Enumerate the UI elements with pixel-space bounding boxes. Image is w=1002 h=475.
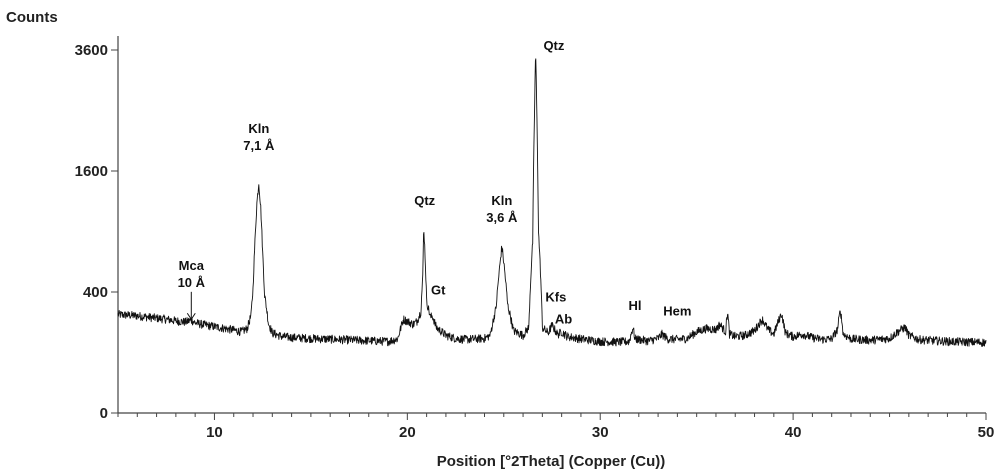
peak-label: 7,1 Å: [243, 138, 275, 153]
y-tick-label: 1600: [75, 163, 108, 180]
peak-annotation: Ab: [555, 311, 572, 326]
x-tick-label: 30: [592, 424, 609, 441]
series-line-0: [117, 58, 987, 347]
peak-label: Qtz: [543, 38, 564, 53]
annotation-layer: Mca 10 Å Kln 7,1 Å Qtz Gt Kln 3,6 Å Qtz Kfs Ab Hl He…: [178, 38, 692, 326]
peak-label: Qtz: [414, 193, 435, 208]
y-tick-label: 3600: [75, 42, 108, 59]
x-axis-label: Position [°2Theta] (Copper (Cu)): [437, 453, 665, 470]
peak-label: Ab: [555, 311, 572, 326]
arrow-head: [186, 312, 196, 321]
peak-annotation: Hem: [663, 303, 691, 318]
x-tick-label: 50: [978, 424, 995, 441]
peak-label: Hl: [628, 298, 641, 313]
peak-annotation: Qtz: [543, 38, 564, 53]
peak-label: Kln: [491, 193, 512, 208]
y-tick-label: 0: [100, 405, 108, 422]
series-layer: [117, 58, 987, 347]
y-axis-label: Counts: [6, 9, 58, 26]
ticks: 10 20 30 40 50 0 400 1600 3600: [75, 42, 995, 441]
x-tick-label: 10: [206, 424, 223, 441]
peak-annotation: Kln 7,1 Å: [243, 121, 275, 153]
axes: [117, 36, 986, 414]
peak-annotation: Hl: [628, 298, 641, 313]
peak-annotation: Gt: [431, 282, 446, 297]
x-tick-label: 20: [399, 424, 416, 441]
peak-label: Kln: [248, 121, 269, 136]
peak-annotation: Qtz: [414, 193, 435, 208]
peak-label: 3,6 Å: [486, 210, 518, 225]
peak-label: 10 Å: [178, 275, 206, 290]
peak-annotation: Mca 10 Å: [178, 258, 206, 321]
peak-annotation: Kln 3,6 Å: [486, 193, 518, 225]
peak-label: Gt: [431, 282, 446, 297]
peak-label: Mca: [179, 258, 205, 273]
peak-label: Hem: [663, 303, 691, 318]
x-tick-label: 40: [785, 424, 802, 441]
peak-label: Kfs: [545, 289, 566, 304]
y-tick-label: 400: [83, 284, 108, 301]
peak-annotation: Kfs: [545, 289, 566, 304]
